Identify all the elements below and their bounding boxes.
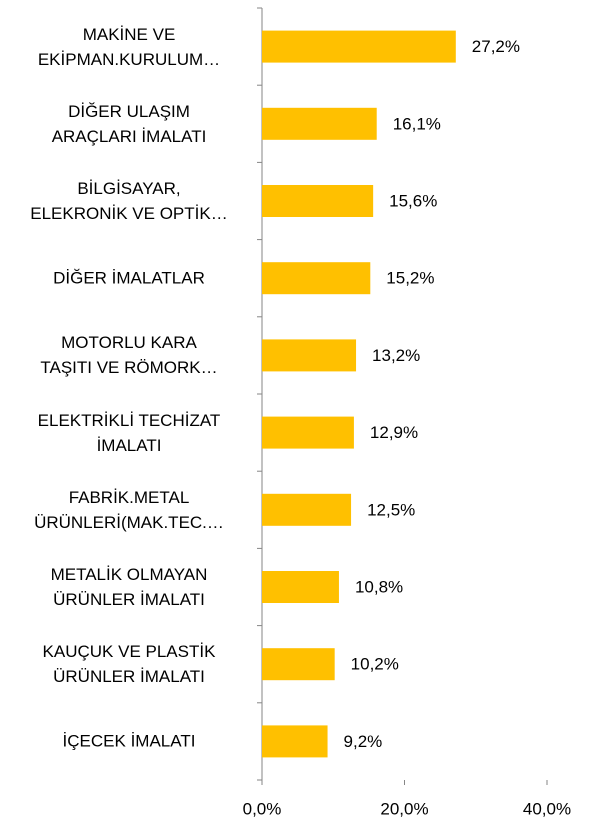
bar: [262, 185, 374, 217]
value-label: 10,8%: [355, 577, 403, 596]
bar: [262, 725, 328, 758]
x-tick-label: 0,0%: [243, 799, 282, 818]
bar: [262, 107, 377, 140]
value-label: 13,2%: [372, 346, 420, 365]
value-label: 16,1%: [393, 114, 441, 133]
x-tick-label: 40,0%: [523, 799, 571, 818]
bar: [262, 571, 339, 603]
bar: [262, 262, 371, 295]
y-tick-label: KAUÇUK VE PLASTİK ÜRÜNLER İMALATI: [42, 642, 216, 687]
y-tick-label: DİĞER ULAŞIM ARAÇLARI İMALATI: [51, 101, 207, 146]
value-label: 27,2%: [472, 37, 520, 56]
value-label: 9,2%: [344, 732, 383, 751]
x-tick-label: 20,0%: [380, 799, 428, 818]
y-tick-label: BİLGİSAYAR, ELEKRONİK VE OPTİK…: [30, 179, 228, 223]
value-label: 10,2%: [351, 655, 399, 674]
bar: [262, 30, 456, 63]
bar: [262, 648, 335, 681]
bar: [262, 493, 352, 526]
y-tick-label: İÇECEK İMALATI: [62, 731, 196, 751]
bar: [262, 339, 357, 372]
y-tick-label: MOTORLU KARA TAŞITI VE RÖMORK…: [40, 333, 218, 378]
y-tick-label: METALİK OLMAYAN ÜRÜNLER İMALATI: [50, 565, 208, 609]
bar: [262, 416, 354, 449]
value-label: 15,6%: [389, 191, 437, 210]
y-tick-label: MAKİNE VE EKİPMAN.KURULUM…: [37, 24, 221, 69]
value-label: 12,9%: [370, 423, 418, 442]
value-label: 12,5%: [367, 500, 415, 519]
y-tick-label: DİĞER İMALATLAR: [53, 268, 205, 288]
value-label: 15,2%: [386, 269, 434, 288]
y-tick-label: FABRİK.METAL ÜRÜNLERİ(MAK.TEC.…: [34, 487, 224, 532]
y-tick-label: ELEKTRİKLİ TECHİZAT İMALATI: [37, 410, 221, 455]
